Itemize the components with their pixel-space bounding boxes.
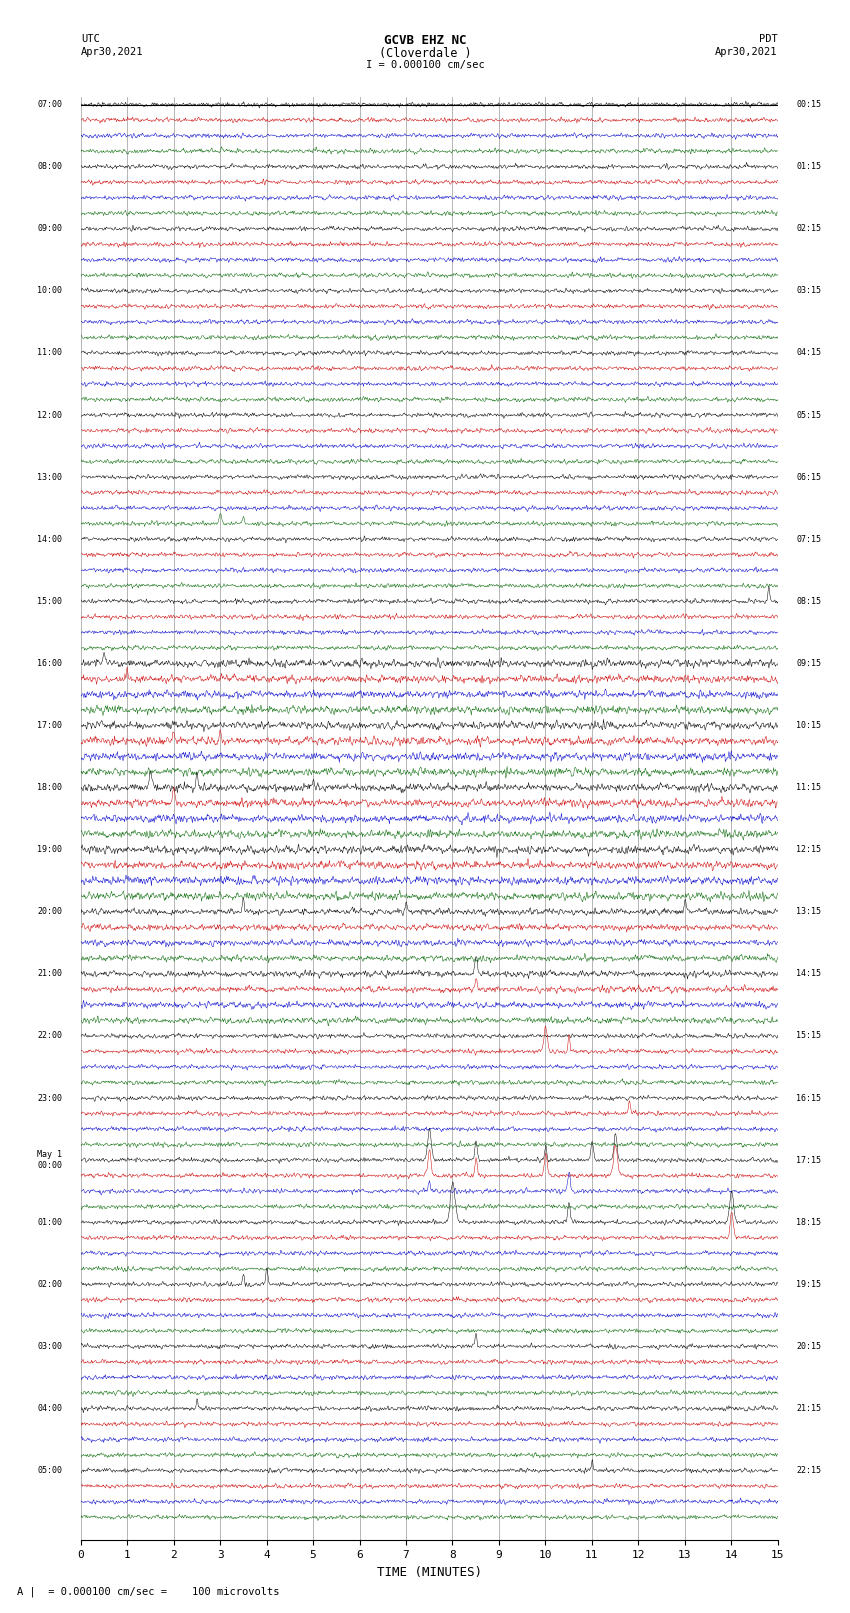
Text: 12:00: 12:00: [37, 410, 62, 419]
Text: 13:15: 13:15: [796, 907, 821, 916]
Text: (Cloverdale ): (Cloverdale ): [379, 47, 471, 60]
Text: 19:15: 19:15: [796, 1279, 821, 1289]
Text: 12:15: 12:15: [796, 845, 821, 855]
Text: 05:15: 05:15: [796, 410, 821, 419]
Text: 04:00: 04:00: [37, 1403, 62, 1413]
Text: 22:00: 22:00: [37, 1031, 62, 1040]
Text: 10:00: 10:00: [37, 287, 62, 295]
Text: 07:00: 07:00: [37, 100, 62, 110]
Text: GCVB EHZ NC: GCVB EHZ NC: [383, 34, 467, 47]
Text: 14:15: 14:15: [796, 969, 821, 979]
Text: 02:15: 02:15: [796, 224, 821, 234]
Text: Apr30,2021: Apr30,2021: [715, 47, 778, 56]
Text: 01:00: 01:00: [37, 1218, 62, 1227]
Text: UTC: UTC: [81, 34, 99, 44]
Text: 10:15: 10:15: [796, 721, 821, 731]
Text: 11:00: 11:00: [37, 348, 62, 358]
Text: 16:15: 16:15: [796, 1094, 821, 1103]
Text: 13:00: 13:00: [37, 473, 62, 482]
Text: PDT: PDT: [759, 34, 778, 44]
Text: 09:15: 09:15: [796, 658, 821, 668]
Text: 02:00: 02:00: [37, 1279, 62, 1289]
Text: 03:15: 03:15: [796, 287, 821, 295]
Text: A |  = 0.000100 cm/sec =    100 microvolts: A | = 0.000100 cm/sec = 100 microvolts: [17, 1586, 280, 1597]
Text: 04:15: 04:15: [796, 348, 821, 358]
Text: 06:15: 06:15: [796, 473, 821, 482]
Text: 21:00: 21:00: [37, 969, 62, 979]
Text: 16:00: 16:00: [37, 658, 62, 668]
Text: May 1
00:00: May 1 00:00: [37, 1150, 62, 1169]
Text: 20:00: 20:00: [37, 907, 62, 916]
Text: I = 0.000100 cm/sec: I = 0.000100 cm/sec: [366, 60, 484, 69]
Text: 18:00: 18:00: [37, 782, 62, 792]
Text: Apr30,2021: Apr30,2021: [81, 47, 144, 56]
Text: 08:00: 08:00: [37, 163, 62, 171]
Text: 17:00: 17:00: [37, 721, 62, 731]
Text: 11:15: 11:15: [796, 782, 821, 792]
X-axis label: TIME (MINUTES): TIME (MINUTES): [377, 1566, 482, 1579]
Text: 00:15: 00:15: [796, 100, 821, 110]
Text: 05:00: 05:00: [37, 1466, 62, 1474]
Text: 07:15: 07:15: [796, 534, 821, 544]
Text: 01:15: 01:15: [796, 163, 821, 171]
Text: 21:15: 21:15: [796, 1403, 821, 1413]
Text: 18:15: 18:15: [796, 1218, 821, 1227]
Text: 17:15: 17:15: [796, 1155, 821, 1165]
Text: 15:00: 15:00: [37, 597, 62, 606]
Text: 09:00: 09:00: [37, 224, 62, 234]
Text: 19:00: 19:00: [37, 845, 62, 855]
Text: 08:15: 08:15: [796, 597, 821, 606]
Text: 22:15: 22:15: [796, 1466, 821, 1474]
Text: 14:00: 14:00: [37, 534, 62, 544]
Text: 15:15: 15:15: [796, 1031, 821, 1040]
Text: 03:00: 03:00: [37, 1342, 62, 1350]
Text: 20:15: 20:15: [796, 1342, 821, 1350]
Text: 23:00: 23:00: [37, 1094, 62, 1103]
